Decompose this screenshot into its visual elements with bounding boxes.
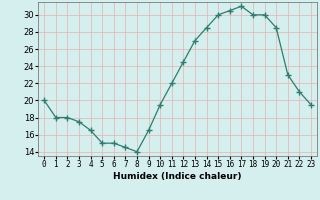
- X-axis label: Humidex (Indice chaleur): Humidex (Indice chaleur): [113, 172, 242, 181]
